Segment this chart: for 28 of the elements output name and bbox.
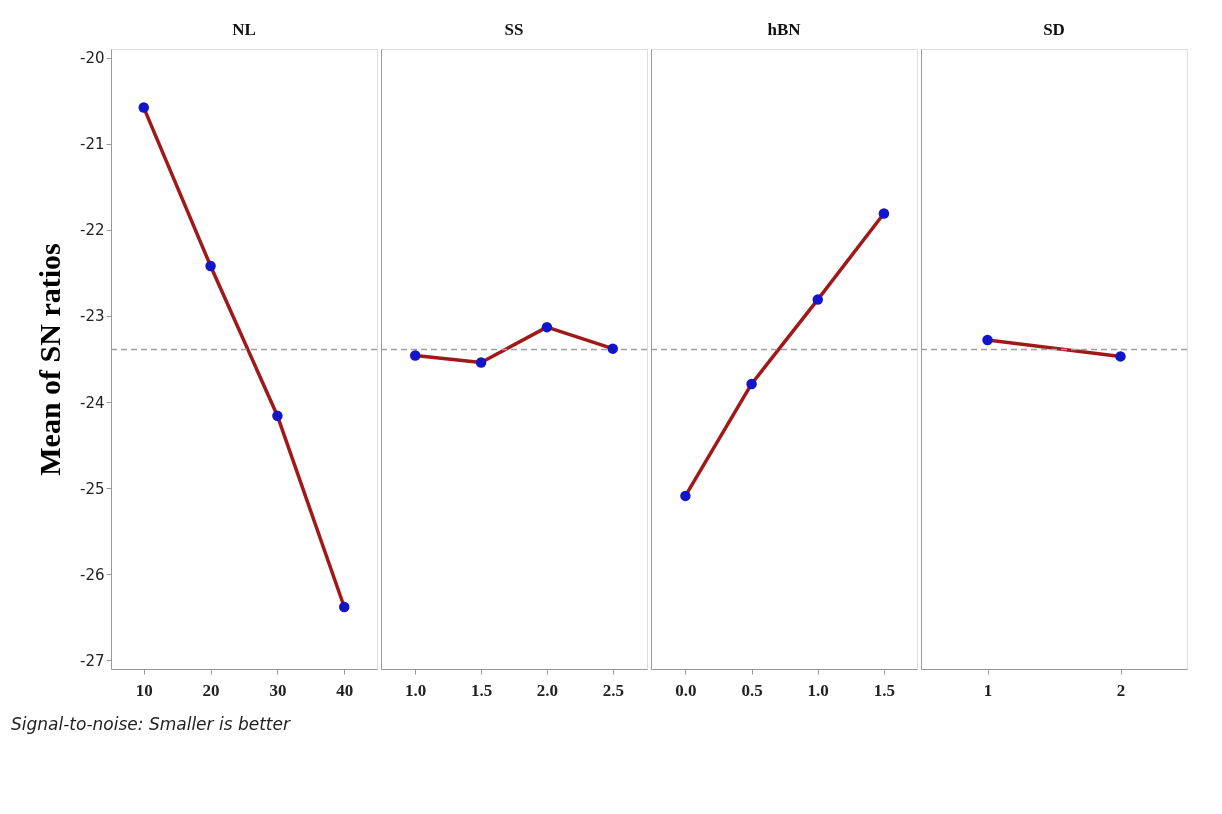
y-tick-label: -20 bbox=[80, 49, 105, 68]
y-tick-label: -26 bbox=[80, 565, 105, 584]
x-tick-label: 1.0 bbox=[807, 680, 829, 700]
x-tick-label: 20 bbox=[202, 680, 220, 700]
y-tick-label: -23 bbox=[80, 307, 105, 326]
x-tick-label: 1 bbox=[983, 680, 993, 700]
chart-title: hBN bbox=[767, 20, 802, 39]
y-tick-label: -27 bbox=[80, 651, 105, 670]
x-tick-label: 1.5 bbox=[873, 680, 896, 700]
x-tick-label: 2.5 bbox=[602, 680, 624, 700]
x-tick-label: 30 bbox=[269, 680, 287, 700]
y-tick-label: -22 bbox=[80, 221, 105, 240]
x-tick-label: 40 bbox=[336, 680, 354, 700]
x-tick-label: 1.5 bbox=[470, 680, 493, 700]
y-tick-label: -21 bbox=[80, 135, 105, 154]
x-tick-label: 2 bbox=[1116, 680, 1126, 700]
x-tick-label: 0.5 bbox=[741, 680, 763, 700]
x-tick-label: 10 bbox=[135, 680, 153, 700]
chart-title: SD bbox=[1043, 20, 1065, 39]
x-tick-label: 1.0 bbox=[405, 680, 427, 700]
chart-title: NL bbox=[232, 20, 256, 39]
y-axis-title: Mean of SN ratios bbox=[33, 243, 66, 476]
chart-title: SS bbox=[504, 20, 524, 39]
text: Signal-to-noise: Smaller is better bbox=[11, 714, 291, 734]
x-tick-label: 0.0 bbox=[675, 680, 697, 700]
y-tick-label: -24 bbox=[80, 393, 105, 412]
y-tick-label: -25 bbox=[80, 479, 105, 498]
x-tick-label: 2.0 bbox=[536, 680, 559, 700]
